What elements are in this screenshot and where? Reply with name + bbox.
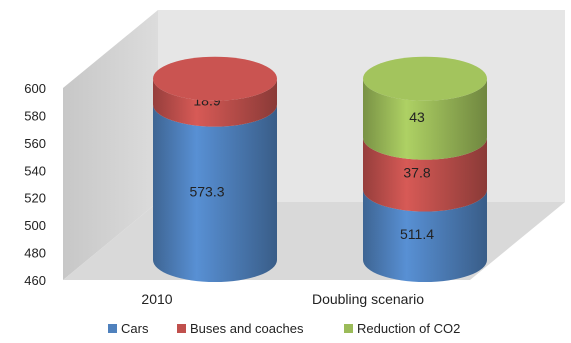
legend-swatch bbox=[108, 324, 117, 333]
data-label: 573.3 bbox=[189, 183, 224, 199]
data-label: 37.8 bbox=[403, 165, 430, 181]
legend-item: Cars bbox=[108, 321, 149, 336]
legend-label: Buses and coaches bbox=[190, 321, 304, 336]
legend-item: Reduction of CO2 bbox=[344, 321, 460, 336]
data-label: 43 bbox=[409, 109, 425, 125]
cylinder-2: 511.4 37.8 43 bbox=[362, 56, 487, 282]
cylinder-top bbox=[153, 56, 277, 101]
bar-segment bbox=[362, 189, 487, 282]
legend-label: Cars bbox=[121, 321, 149, 336]
cylinder-1: 573.318.9 bbox=[153, 56, 277, 282]
cylinder-top bbox=[363, 56, 487, 101]
y-tick-label: 560 bbox=[24, 136, 46, 151]
y-tick-label: 580 bbox=[24, 108, 46, 123]
side-wall bbox=[63, 10, 158, 280]
bar-segment bbox=[362, 137, 487, 212]
legend-swatch bbox=[177, 324, 186, 333]
y-tick-label: 460 bbox=[24, 273, 46, 288]
chart-walls bbox=[63, 10, 565, 280]
legend-label: Reduction of CO2 bbox=[357, 321, 460, 336]
y-tick-label: 520 bbox=[24, 191, 46, 206]
bars: 573.318.9 511.4 37.8 43 bbox=[153, 56, 487, 282]
y-tick-label: 500 bbox=[24, 218, 46, 233]
x-axis: 2010 Doubling scenario bbox=[141, 291, 424, 307]
y-tick-label: 540 bbox=[24, 163, 46, 178]
x-tick-label: 2010 bbox=[141, 291, 172, 307]
y-tick-label: 600 bbox=[24, 81, 46, 96]
x-tick-label: Doubling scenario bbox=[312, 291, 424, 307]
data-label: 511.4 bbox=[400, 226, 434, 242]
legend-item: Buses and coaches bbox=[177, 321, 304, 336]
legend: Cars Buses and coaches Reduction of CO2 bbox=[108, 321, 460, 336]
bar-segment bbox=[362, 78, 487, 160]
y-tick-label: 480 bbox=[24, 246, 46, 261]
bar-segment bbox=[153, 104, 277, 282]
y-axis: 460 480 500 520 540 560 580 600 bbox=[24, 81, 46, 288]
bar-segment bbox=[153, 78, 277, 127]
legend-swatch bbox=[344, 324, 353, 333]
